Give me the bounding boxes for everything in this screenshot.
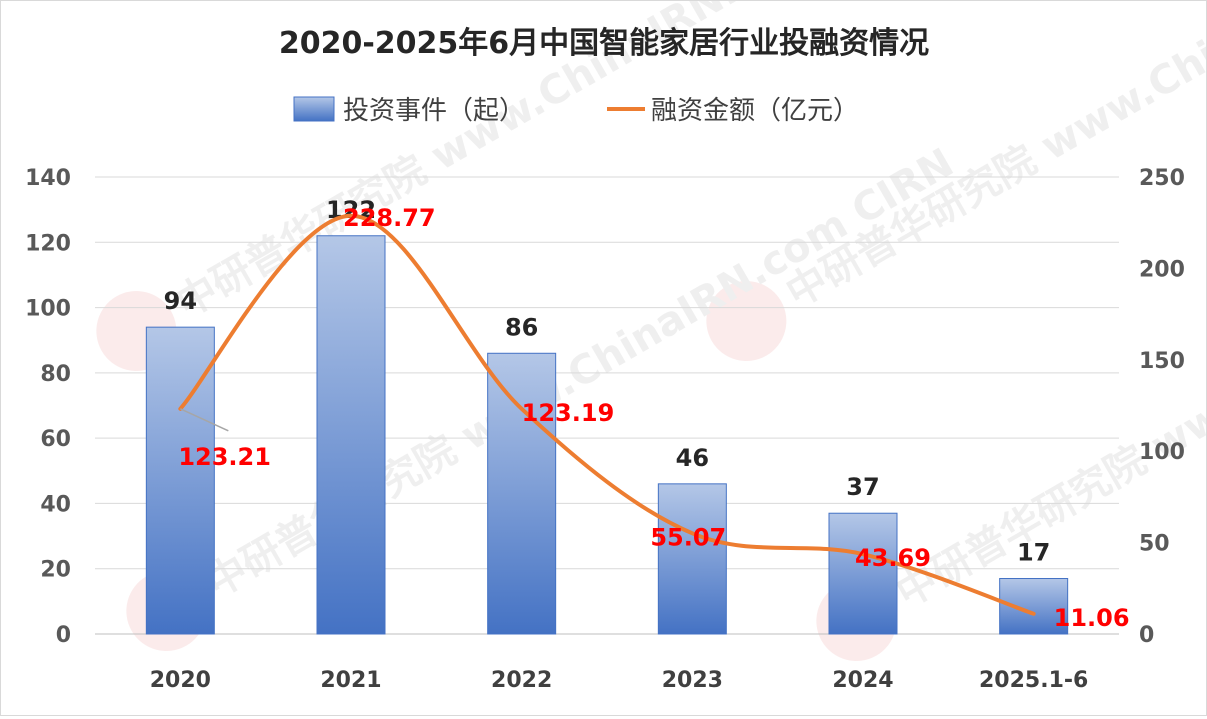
bar-2021 bbox=[316, 235, 386, 635]
line-value-label: 43.69 bbox=[855, 544, 931, 572]
y-axis-left: 0 20 40 60 80 100 120 140 bbox=[25, 166, 71, 648]
bar-value-label: 17 bbox=[1017, 539, 1050, 567]
y-right-tick-label: 250 bbox=[1139, 166, 1185, 191]
chart-title: 2020-2025年6月中国智能家居行业投融资情况 bbox=[279, 26, 929, 61]
x-tick-label: 2022 bbox=[491, 668, 552, 693]
bar-value-label: 94 bbox=[164, 287, 197, 315]
bar-value-label: 86 bbox=[505, 313, 538, 341]
line-labels: 123.21 228.77 123.19 55.07 43.69 11.06 bbox=[178, 204, 1129, 632]
x-tick-label: 2025.1-6 bbox=[979, 668, 1088, 693]
y-left-tick-label: 0 bbox=[56, 623, 71, 648]
y-right-tick-label: 200 bbox=[1139, 257, 1185, 282]
y-left-tick-label: 80 bbox=[40, 362, 71, 387]
x-tick-label: 2020 bbox=[150, 668, 211, 693]
x-axis: 2020 2021 2022 2023 2024 2025.1-6 bbox=[150, 668, 1089, 693]
legend: 投资事件（起） 融资金额（亿元） bbox=[293, 96, 859, 126]
bar-value-label: 37 bbox=[846, 473, 879, 501]
line-value-label: 228.77 bbox=[343, 204, 436, 232]
watermark-logo-circle bbox=[706, 281, 787, 361]
y-right-tick-label: 0 bbox=[1139, 623, 1154, 648]
label-leader-line bbox=[180, 408, 229, 432]
bar-2022 bbox=[487, 352, 557, 635]
y-left-tick-label: 40 bbox=[40, 492, 71, 517]
line-series bbox=[178, 213, 1036, 616]
x-tick-label: 2023 bbox=[662, 668, 723, 693]
amount-line bbox=[178, 213, 1036, 616]
line-value-label: 123.21 bbox=[178, 443, 271, 471]
gridlines bbox=[95, 176, 1119, 635]
y-left-tick-label: 120 bbox=[25, 231, 71, 256]
bar-2024 bbox=[828, 512, 898, 635]
y-right-tick-label: 150 bbox=[1139, 349, 1185, 374]
line-value-label: 55.07 bbox=[650, 523, 726, 551]
y-left-tick-label: 20 bbox=[40, 558, 71, 583]
y-right-tick-label: 50 bbox=[1139, 532, 1170, 557]
line-value-label: 11.06 bbox=[1054, 604, 1130, 632]
y-left-tick-label: 100 bbox=[25, 297, 71, 322]
x-tick-label: 2024 bbox=[832, 668, 893, 693]
y-left-tick-label: 140 bbox=[25, 166, 71, 191]
bar-value-label: 46 bbox=[676, 444, 709, 472]
line-value-label: 123.19 bbox=[522, 399, 615, 427]
y-left-tick-label: 60 bbox=[40, 427, 71, 452]
legend-line-label: 融资金额（亿元） bbox=[651, 96, 859, 126]
bar-2023 bbox=[657, 483, 727, 635]
x-tick-label: 2021 bbox=[320, 668, 381, 693]
y-right-tick-label: 100 bbox=[1139, 440, 1185, 465]
y-axis-right: 0 50 100 150 200 250 bbox=[1139, 166, 1185, 648]
legend-bar-swatch bbox=[293, 96, 335, 122]
legend-bar-label: 投资事件（起） bbox=[343, 96, 525, 126]
